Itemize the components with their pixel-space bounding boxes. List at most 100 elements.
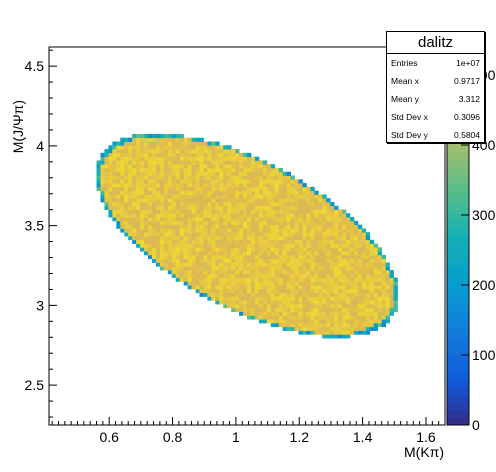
heat-bin: [211, 213, 216, 218]
heat-bin: [381, 258, 386, 263]
heat-bin: [128, 220, 133, 226]
heat-bin: [282, 175, 287, 180]
heat-bin: [349, 239, 355, 244]
heat-bin: [349, 273, 355, 278]
heat-bin: [302, 198, 307, 203]
heat-bin: [326, 198, 331, 203]
heat-bin: [290, 194, 295, 199]
color-scale-bin: [447, 341, 469, 350]
heat-bin: [318, 330, 323, 335]
x-tick-label: 0.6: [99, 429, 119, 445]
heat-bin: [270, 322, 276, 328]
heat-bin: [243, 224, 248, 229]
heat-bin: [361, 285, 367, 290]
heat-bin: [346, 304, 351, 309]
heat-bin: [306, 254, 311, 260]
heat-bin: [266, 228, 272, 233]
heat-bin: [211, 251, 216, 256]
heat-bin: [195, 141, 200, 146]
heat-bin: [211, 164, 216, 169]
heat-bin: [266, 254, 272, 260]
x-axis-label: M(Kπ): [404, 444, 444, 460]
heat-bin: [314, 270, 319, 275]
heat-bin: [140, 228, 145, 233]
heat-bin: [254, 292, 260, 297]
heat-bin: [270, 273, 276, 278]
heat-bin: [239, 164, 244, 169]
heat-bin: [191, 186, 196, 192]
heat-bin: [163, 149, 169, 154]
heat-bin: [203, 209, 208, 214]
heat-bin: [124, 149, 129, 154]
heat-bin: [270, 167, 276, 173]
heat-bin: [266, 288, 272, 294]
heat-bin: [262, 254, 268, 260]
heat-bin: [314, 228, 319, 233]
y-axis-label: M(J/Ψπ): [10, 100, 26, 153]
heat-bin: [179, 156, 185, 161]
heat-bin: [306, 281, 311, 286]
heat-bin: [207, 201, 212, 207]
heat-bin: [148, 247, 153, 252]
heat-bin: [326, 322, 331, 328]
heat-bin: [215, 190, 220, 195]
heat-bin: [120, 205, 125, 210]
heat-bin: [167, 183, 173, 188]
heat-bin: [338, 330, 343, 335]
heat-bin: [183, 179, 188, 184]
heat-bin: [136, 179, 141, 184]
heat-bin: [235, 186, 240, 192]
heat-bin: [326, 288, 331, 294]
heat-bin: [365, 236, 371, 241]
heat-bin: [183, 243, 188, 248]
heat-bin: [322, 201, 327, 207]
heat-bin: [171, 236, 177, 241]
heat-bin: [247, 266, 252, 271]
heat-bin: [203, 171, 208, 176]
heat-bin: [270, 277, 276, 282]
heat-bin: [235, 277, 240, 282]
heat-bin: [231, 266, 236, 271]
heat-bin: [148, 145, 153, 150]
heat-bin: [326, 209, 331, 214]
heat-bin: [187, 236, 192, 241]
heat-bin: [203, 190, 208, 195]
heat-bin: [334, 319, 339, 324]
heat-bin: [258, 258, 264, 263]
heat-bin: [250, 239, 256, 244]
heat-bin: [227, 224, 232, 229]
heat-bin: [294, 315, 299, 320]
heat-bin: [235, 175, 240, 180]
heat-bin: [203, 239, 208, 244]
heat-bin: [235, 266, 240, 271]
heat-bin: [381, 311, 386, 316]
heat-bin: [179, 137, 185, 142]
heat-bin: [278, 258, 284, 263]
heat-bin: [132, 228, 137, 233]
heat-bin: [171, 137, 177, 142]
heat-bin: [247, 311, 252, 316]
heat-bin: [144, 145, 149, 150]
heat-bin: [191, 266, 196, 271]
heat-bin: [112, 186, 117, 192]
heat-bin: [227, 213, 232, 218]
y-tick-label: 3: [36, 297, 44, 313]
heat-bin: [211, 171, 216, 176]
heat-bin: [187, 209, 192, 214]
heat-bin: [250, 258, 256, 263]
heat-bin: [306, 285, 311, 290]
heat-bin: [258, 224, 264, 229]
heat-bin: [294, 209, 299, 214]
heat-bin: [262, 270, 268, 275]
heat-bin: [326, 232, 331, 237]
heat-bin: [282, 296, 287, 301]
heat-bin: [270, 190, 276, 195]
heat-bin: [310, 315, 315, 320]
heat-bin: [342, 236, 347, 241]
heat-bin: [155, 190, 161, 195]
heat-bin: [195, 285, 200, 290]
heat-bin: [187, 243, 192, 248]
heat-bin: [215, 164, 220, 169]
heat-bin: [318, 213, 323, 218]
heat-bin: [266, 183, 272, 188]
